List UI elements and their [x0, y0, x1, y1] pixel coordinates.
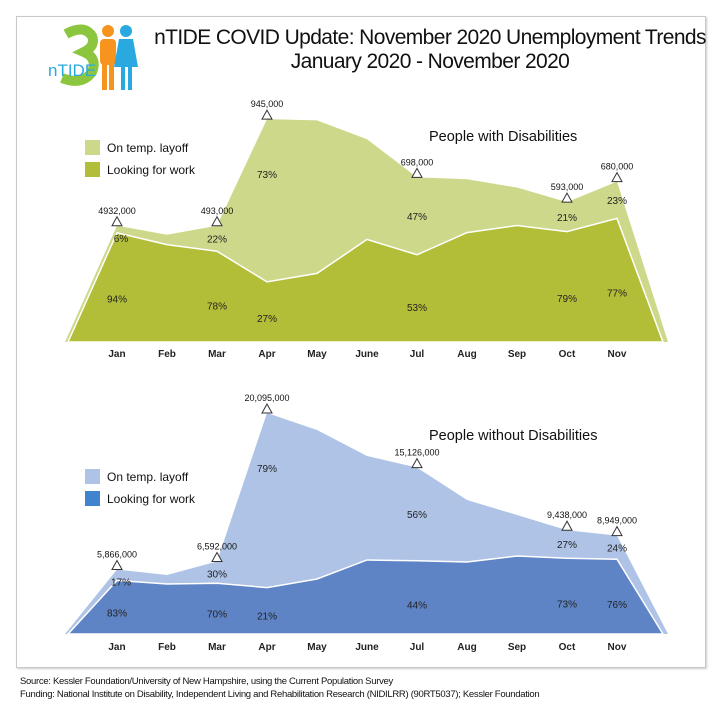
- x-tick-label: Aug: [457, 349, 476, 360]
- total-marker-triangle: [261, 402, 273, 414]
- total-marker-triangle: [111, 215, 123, 227]
- x-tick-label: Sep: [508, 642, 526, 653]
- total-marker-triangle: [411, 167, 423, 178]
- pct-layoff-label: 47%: [407, 212, 427, 223]
- x-tick-label: June: [355, 349, 379, 360]
- x-tick-label: May: [307, 642, 327, 653]
- x-tick-label: Jul: [410, 642, 425, 653]
- legend: On temp. layoff Looking for work: [85, 469, 196, 506]
- x-tick-label: Oct: [559, 642, 576, 653]
- pct-looking-label: 83%: [107, 609, 127, 620]
- total-marker-triangle: [611, 171, 623, 183]
- pct-looking-label: 94%: [107, 294, 127, 305]
- total-label: 593,000: [551, 182, 584, 192]
- pct-looking-label: 53%: [407, 303, 427, 314]
- total-label: 9,438,000: [547, 510, 587, 520]
- x-tick-label: Feb: [158, 642, 176, 653]
- total-label: 8,949,000: [597, 516, 637, 526]
- total-label: 5,866,000: [97, 549, 137, 559]
- pct-looking-label: 77%: [607, 289, 627, 300]
- total-marker-triangle: [561, 520, 573, 531]
- chart-title: People without Disabilities: [429, 428, 597, 444]
- total-label: 698,000: [401, 157, 434, 167]
- legend-swatch-layoff: [85, 469, 100, 484]
- total-label: 15,126,000: [394, 448, 439, 458]
- total-marker-triangle: [611, 525, 623, 537]
- legend-swatch-looking: [85, 162, 100, 177]
- total-marker-triangle: [261, 109, 273, 120]
- total-label: 4932,000: [98, 206, 136, 216]
- x-tick-label: Jan: [108, 349, 125, 360]
- area-looking-for-work: [66, 555, 665, 635]
- legend-swatch-looking: [85, 491, 100, 506]
- page-subtitle: January 2020 - November 2020: [290, 50, 570, 73]
- chart-2: Jan Feb Mar Apr May June Jul Aug Sep Oct Nov 5,866,…: [65, 393, 668, 653]
- chart-1: Jan Feb Mar Apr May June Jul Aug Sep Oct Nov 4932,0…: [65, 99, 668, 360]
- legend-label-looking: Looking for work: [107, 163, 196, 177]
- pct-looking-label: 76%: [607, 600, 627, 611]
- total-label: 493,000: [201, 206, 234, 216]
- pct-layoff-label: 6%: [114, 234, 129, 245]
- x-tick-label: Apr: [258, 642, 275, 653]
- area-looking-for-work: [66, 217, 665, 343]
- total-marker-triangle: [111, 559, 123, 570]
- pct-layoff-label: 73%: [257, 170, 277, 181]
- total-label: 20,095,000: [244, 393, 289, 403]
- x-tick-label: Sep: [508, 349, 526, 360]
- pct-looking-label: 70%: [207, 610, 227, 621]
- pct-layoff-label: 22%: [207, 234, 227, 245]
- x-tick-label: Mar: [208, 642, 226, 653]
- pct-looking-label: 21%: [257, 611, 277, 622]
- chart-title: People with Disabilities: [429, 129, 577, 145]
- pct-looking-label: 27%: [257, 314, 277, 325]
- pct-layoff-label: 79%: [257, 464, 277, 475]
- total-marker-triangle: [411, 457, 423, 469]
- source-note: Source: Kessler Foundation/University of…: [20, 676, 393, 687]
- x-tick-label: Jan: [108, 642, 125, 653]
- total-label: 680,000: [601, 162, 634, 172]
- total-marker-triangle: [211, 551, 223, 563]
- pct-layoff-label: 17%: [111, 577, 131, 588]
- pct-layoff-label: 24%: [607, 544, 627, 555]
- legend-label-layoff: On temp. layoff: [107, 141, 189, 155]
- legend-swatch-layoff: [85, 140, 100, 155]
- pct-layoff-label: 23%: [607, 196, 627, 207]
- total-marker-triangle: [561, 192, 573, 203]
- logo-text: nTIDE: [48, 61, 96, 80]
- legend-label-layoff: On temp. layoff: [107, 470, 189, 484]
- x-tick-label: June: [355, 642, 379, 653]
- pct-looking-label: 73%: [557, 600, 577, 611]
- x-tick-label: Apr: [258, 349, 275, 360]
- pct-layoff-label: 27%: [557, 540, 577, 551]
- x-tick-label: Aug: [457, 642, 476, 653]
- legend-label-looking: Looking for work: [107, 492, 196, 506]
- x-tick-label: Nov: [608, 349, 627, 360]
- ntide-logo: nTIDE: [48, 24, 138, 90]
- x-tick-label: Oct: [559, 349, 576, 360]
- total-label: 6,592,000: [197, 542, 237, 552]
- pct-layoff-label: 56%: [407, 510, 427, 521]
- x-tick-label: May: [307, 349, 327, 360]
- page-title: nTIDE COVID Update: November 2020 Unempl…: [154, 26, 706, 49]
- x-tick-label: Mar: [208, 349, 226, 360]
- total-label: 945,000: [251, 99, 284, 109]
- x-tick-label: Feb: [158, 349, 176, 360]
- infographic-frame: [16, 16, 706, 668]
- pct-looking-label: 79%: [557, 294, 577, 305]
- pct-layoff-label: 21%: [557, 213, 577, 224]
- legend: On temp. layoff Looking for work: [85, 140, 196, 177]
- pct-looking-label: 44%: [407, 601, 427, 612]
- funding-note: Funding: National Institute on Disabilit…: [20, 689, 540, 700]
- x-tick-label: Jul: [410, 349, 425, 360]
- pct-looking-label: 78%: [207, 302, 227, 313]
- x-tick-label: Nov: [608, 642, 627, 653]
- total-marker-triangle: [211, 215, 223, 227]
- pct-layoff-label: 30%: [207, 570, 227, 581]
